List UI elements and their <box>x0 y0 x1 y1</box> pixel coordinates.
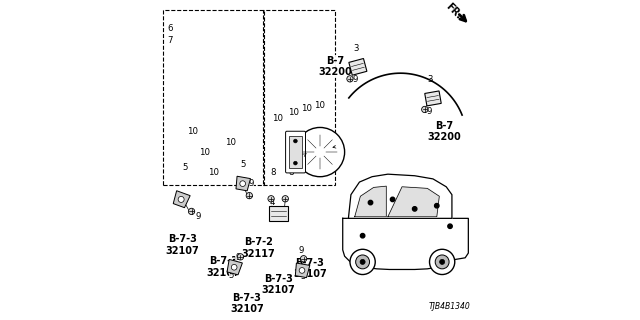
Text: 2: 2 <box>300 151 305 160</box>
Text: 10: 10 <box>301 104 312 113</box>
Text: 10: 10 <box>225 138 236 147</box>
Text: 4: 4 <box>269 198 275 207</box>
Text: 3: 3 <box>353 44 359 53</box>
Polygon shape <box>173 191 190 208</box>
Polygon shape <box>388 187 439 217</box>
Circle shape <box>306 138 334 166</box>
Circle shape <box>294 139 297 143</box>
Text: 5: 5 <box>240 160 245 169</box>
Circle shape <box>237 254 244 260</box>
Text: B-7
32200: B-7 32200 <box>428 121 461 142</box>
Circle shape <box>311 143 329 161</box>
Polygon shape <box>425 91 441 106</box>
Circle shape <box>360 234 365 238</box>
Text: 7: 7 <box>167 36 173 44</box>
Polygon shape <box>295 263 310 278</box>
Bar <box>163 10 264 185</box>
Circle shape <box>268 196 274 202</box>
Text: 9: 9 <box>298 246 304 255</box>
Circle shape <box>300 132 340 172</box>
Circle shape <box>440 260 445 264</box>
Text: B-7-3
32107: B-7-3 32107 <box>262 274 295 295</box>
Circle shape <box>282 196 289 202</box>
Circle shape <box>178 196 184 203</box>
Text: B-7-2
32117: B-7-2 32117 <box>241 237 275 259</box>
Text: 5: 5 <box>300 272 305 281</box>
Text: 8: 8 <box>288 168 294 177</box>
Bar <box>289 136 301 168</box>
Text: 9: 9 <box>196 212 201 221</box>
Text: 10: 10 <box>187 127 198 136</box>
Text: B-7-3
32107: B-7-3 32107 <box>230 292 264 314</box>
Text: 9: 9 <box>249 179 254 188</box>
Polygon shape <box>269 206 288 221</box>
Text: 5: 5 <box>182 163 188 172</box>
Circle shape <box>412 207 417 211</box>
Circle shape <box>448 224 452 228</box>
Circle shape <box>188 208 195 215</box>
Text: TJB4B1340: TJB4B1340 <box>429 302 471 311</box>
Circle shape <box>294 161 297 165</box>
Text: 9: 9 <box>236 253 241 262</box>
Circle shape <box>360 260 365 264</box>
Text: B-7-3
32107: B-7-3 32107 <box>293 258 327 279</box>
Text: 10: 10 <box>208 168 219 177</box>
Circle shape <box>422 106 428 113</box>
Text: 10: 10 <box>198 148 210 156</box>
Text: 1: 1 <box>335 142 341 151</box>
Polygon shape <box>348 174 452 218</box>
Circle shape <box>296 127 344 177</box>
Circle shape <box>435 255 449 269</box>
Circle shape <box>350 249 375 275</box>
Text: 9: 9 <box>352 75 357 84</box>
Circle shape <box>231 264 237 270</box>
Text: B-7-3
32107: B-7-3 32107 <box>207 256 241 278</box>
Polygon shape <box>349 59 367 75</box>
Circle shape <box>316 148 324 156</box>
Circle shape <box>299 268 305 273</box>
Circle shape <box>429 249 455 275</box>
Text: 10: 10 <box>314 101 326 110</box>
Circle shape <box>390 197 395 202</box>
Polygon shape <box>343 218 468 269</box>
Circle shape <box>246 192 252 199</box>
Text: 8: 8 <box>271 168 276 177</box>
Circle shape <box>435 204 439 208</box>
Text: B-7
32200: B-7 32200 <box>318 56 352 77</box>
FancyBboxPatch shape <box>285 131 305 173</box>
Polygon shape <box>355 186 387 217</box>
Circle shape <box>240 181 246 187</box>
Polygon shape <box>227 260 243 275</box>
Circle shape <box>300 256 307 262</box>
Text: 10: 10 <box>287 108 299 117</box>
Circle shape <box>368 200 372 205</box>
Text: 10: 10 <box>272 115 283 124</box>
Text: FR.: FR. <box>444 2 463 21</box>
Circle shape <box>347 76 353 82</box>
Text: 9: 9 <box>426 107 431 116</box>
Bar <box>263 10 335 185</box>
Text: B-7-3
32107: B-7-3 32107 <box>165 234 199 256</box>
Circle shape <box>356 255 369 269</box>
Text: 3: 3 <box>428 75 433 84</box>
Text: 5: 5 <box>229 271 234 280</box>
Polygon shape <box>236 176 250 191</box>
Text: 6: 6 <box>167 25 173 34</box>
